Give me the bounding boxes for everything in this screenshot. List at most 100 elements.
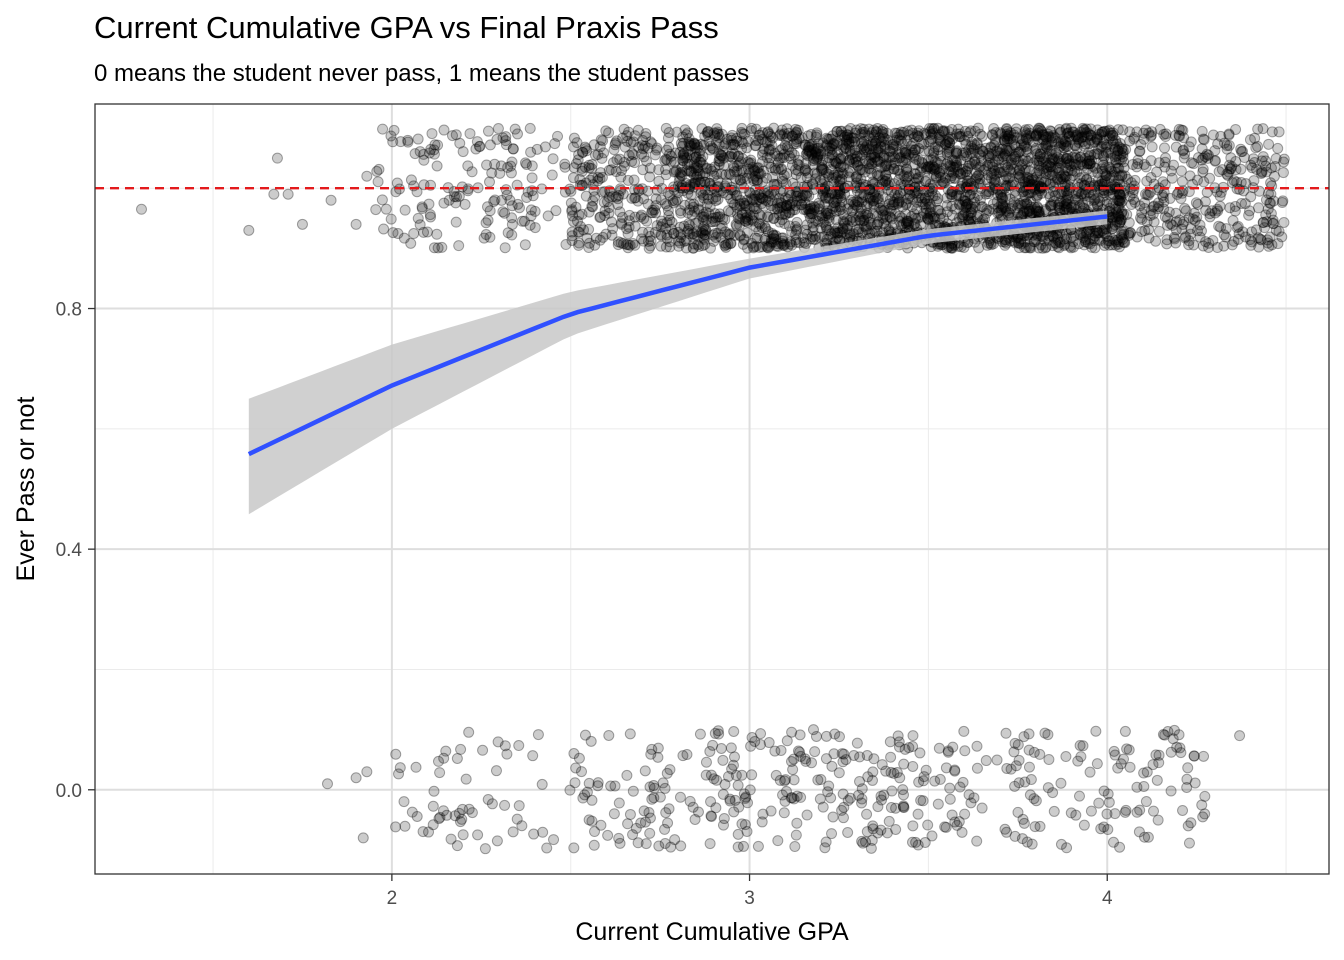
point-pass	[668, 227, 680, 239]
point-pass	[804, 212, 816, 224]
point-fail	[915, 794, 927, 806]
point-pass	[712, 180, 724, 192]
point-pass	[796, 132, 808, 144]
point-pass	[481, 159, 493, 171]
point-pass	[806, 138, 818, 150]
point-pass	[710, 195, 722, 207]
point-pass	[794, 195, 806, 207]
point-pass	[600, 125, 612, 137]
point-pass	[680, 234, 692, 246]
point-fail	[739, 819, 751, 831]
point-fail	[883, 815, 895, 827]
point-pass	[640, 127, 652, 139]
point-pass	[586, 162, 598, 174]
point-pass	[726, 129, 738, 141]
point-pass	[574, 173, 586, 185]
point-fail	[971, 740, 983, 752]
point-fail	[1023, 728, 1035, 740]
point-fail	[1073, 790, 1085, 802]
point-fail	[1183, 837, 1195, 849]
point-pass	[526, 172, 538, 184]
point-pass	[798, 236, 810, 248]
point-fail	[959, 745, 971, 757]
point-pass	[603, 164, 615, 176]
point-fail	[1072, 755, 1084, 767]
point-pass	[811, 154, 823, 166]
point-fail	[717, 754, 729, 766]
point-pass	[745, 157, 757, 169]
point-pass	[1223, 166, 1235, 178]
point-pass	[601, 196, 613, 208]
point-pass	[757, 127, 769, 139]
point-pass	[619, 141, 631, 153]
point-pass	[1084, 177, 1096, 189]
point-pass	[599, 205, 611, 217]
point-pass	[583, 237, 595, 249]
point-pass	[615, 237, 627, 249]
point-fail	[1133, 826, 1145, 838]
point-pass	[676, 140, 688, 152]
point-pass	[373, 163, 385, 175]
point-pass	[688, 228, 700, 240]
point-pass	[700, 225, 712, 237]
point-pass	[587, 195, 599, 207]
point-fail	[1148, 805, 1160, 817]
point-fail	[728, 726, 740, 738]
point-fail	[361, 766, 373, 778]
point-pass	[758, 165, 770, 177]
point-pass	[686, 209, 698, 221]
point-pass	[506, 200, 518, 212]
point-pass	[612, 193, 624, 205]
point-fail	[410, 761, 422, 773]
point-pass	[678, 147, 690, 159]
point-pass	[674, 221, 686, 233]
point-pass	[790, 168, 802, 180]
point-pass	[573, 209, 585, 221]
point-pass	[519, 239, 531, 251]
point-pass	[760, 194, 772, 206]
point-pass	[729, 139, 741, 151]
point-pass	[680, 129, 692, 141]
point-pass	[987, 129, 999, 141]
point-pass	[378, 223, 390, 235]
point-pass	[804, 203, 816, 215]
point-pass	[621, 223, 633, 235]
point-pass	[780, 208, 792, 220]
point-fail	[752, 840, 764, 852]
point-fail	[772, 835, 784, 847]
point-pass	[807, 159, 819, 171]
point-pass	[742, 214, 754, 226]
point-pass	[559, 158, 571, 170]
point-pass	[791, 195, 803, 207]
point-pass	[627, 136, 639, 148]
point-pass	[1069, 149, 1081, 161]
point-pass	[726, 151, 738, 163]
point-pass	[698, 233, 710, 245]
x-tick-label: 2	[387, 888, 398, 909]
point-pass	[589, 191, 601, 203]
point-pass	[807, 225, 819, 237]
point-pass	[642, 235, 654, 247]
point-fail	[779, 775, 791, 787]
point-pass	[802, 150, 814, 162]
point-pass	[783, 220, 795, 232]
point-pass	[1176, 175, 1188, 187]
point-pass	[612, 236, 624, 248]
point-pass	[768, 189, 780, 201]
point-pass	[1140, 161, 1152, 173]
point-pass	[484, 231, 496, 243]
point-pass	[815, 222, 827, 234]
point-pass	[765, 236, 777, 248]
point-pass	[1081, 130, 1093, 142]
point-fail	[724, 793, 736, 805]
point-fail	[794, 729, 806, 741]
point-pass	[1170, 141, 1182, 153]
point-pass	[496, 194, 508, 206]
point-pass	[1046, 136, 1058, 148]
point-pass	[783, 150, 795, 162]
point-pass	[765, 200, 777, 212]
point-pass	[502, 227, 514, 239]
point-pass	[857, 210, 869, 222]
point-pass	[790, 234, 802, 246]
point-pass	[1272, 142, 1284, 154]
